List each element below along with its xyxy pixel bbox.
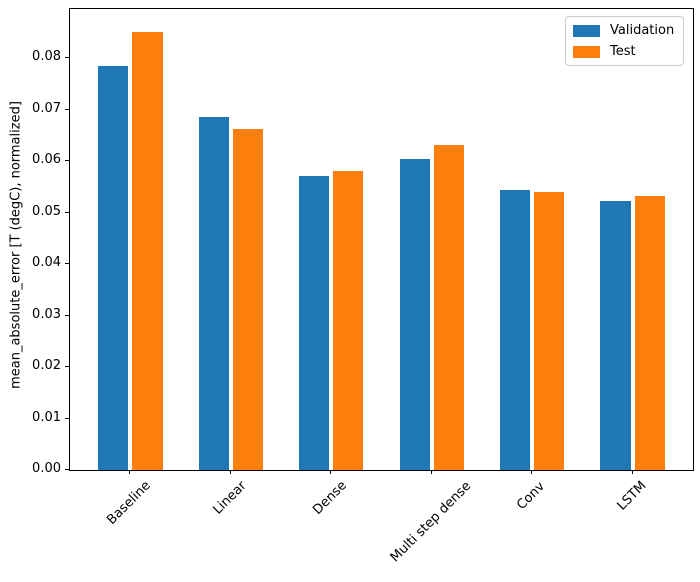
bar-test-linear	[232, 129, 263, 470]
x-tick-label-linear: Linear	[210, 478, 250, 518]
y-tick-label: 0.03	[32, 306, 61, 322]
bar-test-conv	[534, 191, 565, 470]
bar-test-dense	[333, 170, 364, 470]
y-tick-label: 0.06	[32, 152, 61, 168]
y-tick-mark	[65, 366, 69, 368]
bar-validation-conv	[499, 190, 531, 470]
x-tick-mark	[229, 470, 231, 474]
y-tick-mark	[65, 417, 69, 419]
plot-area	[69, 8, 694, 471]
x-tick-mark	[631, 470, 633, 474]
bar-test-lstm	[634, 195, 665, 470]
y-tick-label: 0.08	[32, 49, 61, 65]
bar-test-multi-step-dense	[433, 144, 464, 470]
y-tick-mark	[65, 108, 69, 110]
bar-validation-baseline	[98, 66, 129, 470]
y-tick-mark	[65, 263, 69, 265]
y-tick-mark	[65, 160, 69, 162]
bar-validation-linear	[198, 117, 229, 470]
x-tick-label-dense: Dense	[310, 478, 351, 519]
bar-validation-dense	[299, 176, 330, 470]
y-tick-mark	[65, 314, 69, 316]
x-tick-label-lstm: LSTM	[613, 478, 650, 514]
y-tick-label: 0.01	[32, 409, 61, 425]
y-tick-mark	[65, 211, 69, 213]
legend-label-validation: Validation	[610, 23, 675, 38]
legend-entry-validation: Validation	[573, 22, 674, 39]
legend: Validation Test	[565, 16, 685, 66]
bar-test-baseline	[132, 31, 163, 470]
x-tick-label-multi-step-dense: Multi step dense	[387, 478, 474, 566]
y-tick-label: 0.00	[32, 461, 61, 476]
x-tick-label-baseline: Baseline	[104, 478, 155, 529]
x-tick-mark	[330, 470, 332, 474]
validation-color-swatch	[573, 24, 600, 37]
legend-entry-test: Test	[573, 43, 674, 60]
x-tick-mark	[430, 470, 432, 474]
x-tick-label-conv: Conv	[514, 478, 549, 513]
x-tick-mark	[129, 470, 131, 474]
y-tick-label: 0.05	[32, 203, 61, 219]
bar-validation-multi-step-dense	[399, 158, 430, 470]
y-tick-mark	[65, 57, 69, 59]
y-tick-mark	[65, 469, 69, 470]
test-color-swatch	[573, 45, 600, 58]
y-tick-label: 0.04	[32, 255, 61, 271]
legend-label-test: Test	[610, 44, 636, 59]
y-tick-label: 0.07	[32, 100, 61, 116]
y-axis-label: mean_absolute_error [T (degC), normalize…	[8, 101, 24, 389]
x-tick-mark	[531, 470, 533, 474]
y-tick-label: 0.02	[32, 358, 61, 374]
bar-validation-lstm	[600, 200, 631, 470]
